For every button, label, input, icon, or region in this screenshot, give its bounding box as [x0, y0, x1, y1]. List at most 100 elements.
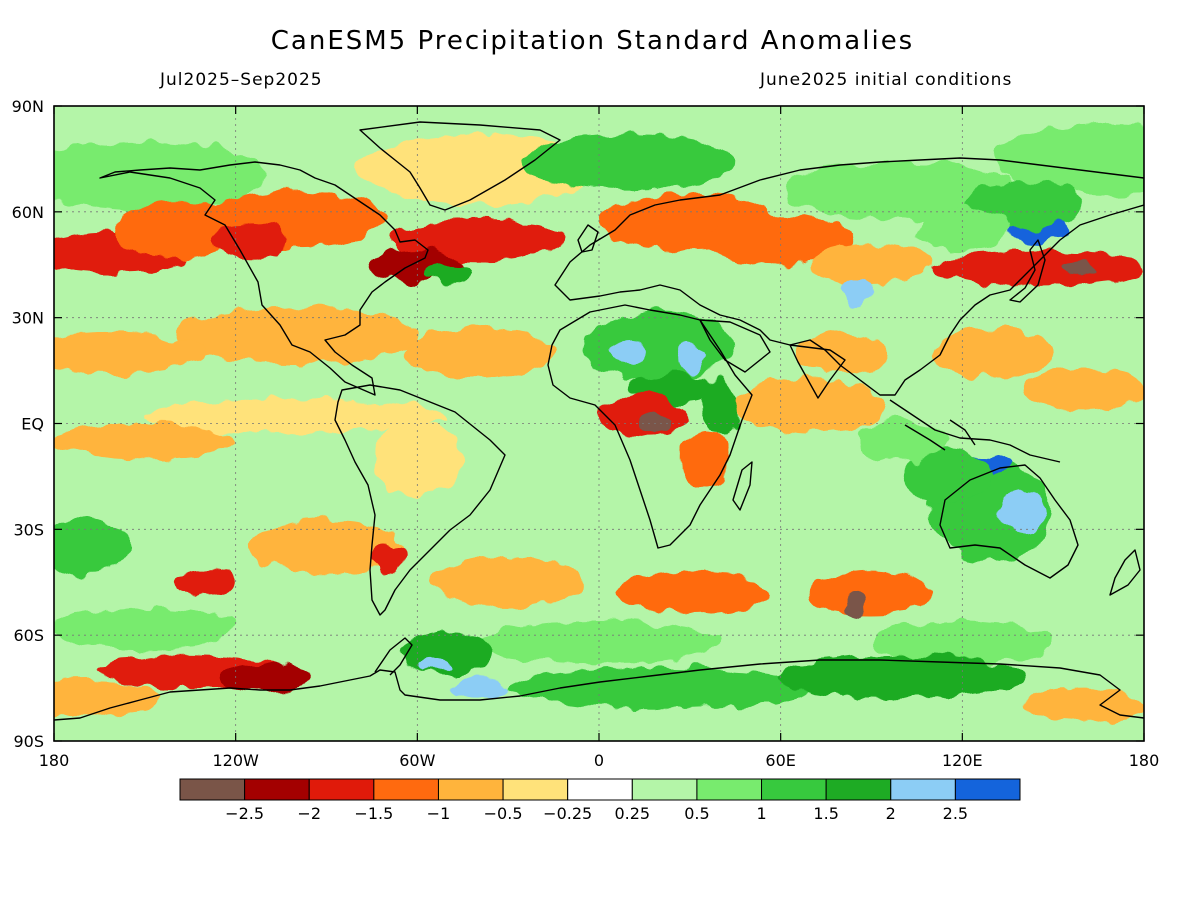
colorbar-label: 1.5: [813, 804, 838, 823]
anomaly-region: [54, 681, 160, 717]
anomaly-region: [144, 398, 448, 435]
anomaly-region: [447, 677, 509, 699]
colorbar-label: 0.5: [684, 804, 709, 823]
colorbar-swatch: [761, 778, 827, 801]
longitude-tick-label: 180: [1129, 751, 1160, 770]
coastlines: [54, 121, 1144, 721]
anomaly-region: [810, 571, 933, 614]
anomaly-region: [611, 342, 648, 364]
anomaly-region: [629, 374, 721, 403]
anomaly-region: [1059, 261, 1096, 276]
anomaly-region: [901, 448, 993, 505]
longitude-tick-label: 0: [594, 751, 604, 770]
coast-arabia: [699, 319, 771, 373]
colorbar-label: 1: [756, 804, 766, 823]
colorbar-swatch: [567, 778, 633, 801]
anomaly-region: [402, 328, 554, 378]
latitude-axis: 90N 60N 30N EQ 30S 60S 90S: [12, 97, 1144, 751]
longitude-tick-label: 120W: [212, 751, 259, 770]
anomaly-region: [220, 663, 312, 692]
anomaly-region: [856, 419, 948, 463]
coast-greenland: [359, 121, 561, 211]
map-area: [53, 105, 1145, 742]
colorbar-label: −1.5: [354, 804, 393, 823]
anomaly-region: [214, 222, 288, 258]
coast-australia: [939, 464, 1079, 579]
anomaly-region: [932, 250, 1144, 286]
colorbar-label: −2: [297, 804, 321, 823]
anomaly-region: [844, 596, 869, 618]
coast-south-america: [334, 384, 506, 616]
coast-north-america: [99, 161, 429, 396]
anomaly-region: [871, 621, 1054, 664]
coast-japan: [1009, 239, 1046, 303]
anomaly-region: [477, 621, 721, 664]
anomaly-region: [371, 423, 463, 495]
anomaly-region: [780, 656, 1023, 699]
latitude-tick-label: 30N: [12, 309, 44, 328]
anomaly-region: [368, 543, 406, 572]
anomaly-region: [701, 377, 739, 435]
colorbar-label: −0.25: [543, 804, 592, 823]
anomaly-region: [1022, 688, 1144, 724]
longitude-tick-label: 120E: [942, 751, 983, 770]
longitude-axis: 180 120W 60W 0 60E 120E 180: [39, 106, 1160, 770]
anomaly-region: [402, 631, 494, 674]
anomaly-region: [54, 423, 236, 459]
coast-southeast-asia-islands: [889, 399, 1061, 463]
anomaly-region: [523, 134, 736, 191]
anomaly-region: [735, 377, 887, 435]
anomaly-region: [841, 275, 872, 304]
anomaly-region: [432, 557, 584, 607]
colorbar-label: −2.5: [225, 804, 264, 823]
anomaly-region: [54, 518, 130, 576]
forecast-period: Jul2025–Sep2025: [160, 70, 323, 90]
anomaly-region: [992, 123, 1144, 195]
colorbar-swatch: [244, 778, 310, 801]
anomaly-region: [680, 430, 730, 487]
latitude-tick-label: 60S: [13, 626, 44, 645]
anomaly-region: [114, 201, 236, 258]
colorbar-swatch: [696, 778, 763, 801]
colorbar-label: 0.25: [614, 804, 650, 823]
colorbar: −2.5 −2 −1.5 −1 −0.5 −0.25 0.25 0.5 1 1.5 2 2.5: [179, 778, 1021, 823]
anomaly-region: [635, 412, 672, 435]
colorbar-swatch: [437, 778, 504, 801]
coast-africa: [547, 304, 753, 549]
anomaly-region: [508, 666, 811, 710]
map-title: CanESM5 Precipitation Standard Anomalies: [270, 26, 915, 56]
longitude-tick-label: 60W: [399, 751, 435, 770]
colorbar-label: 2: [886, 804, 896, 823]
colorbar-swatch: [179, 778, 246, 801]
colorbar-swatch: [631, 778, 698, 801]
coast-antarctic-peninsula: [374, 637, 413, 676]
anomaly-region: [417, 656, 448, 671]
initial-conditions-label: June2025 initial conditions: [760, 70, 1013, 90]
anomaly-region: [54, 331, 206, 375]
latitude-tick-label: 30S: [13, 520, 44, 539]
coast-new-zealand: [1109, 549, 1141, 596]
coast-eurasia: [554, 157, 1144, 396]
colorbar-label: 2.5: [943, 804, 968, 823]
colorbar-swatch: [308, 778, 375, 801]
coast-antarctica: [54, 659, 1144, 721]
colorbar-label: −1: [427, 804, 451, 823]
anomaly-region: [704, 215, 857, 265]
anomaly-region: [614, 571, 766, 614]
anomaly-region: [998, 490, 1048, 533]
latitude-tick-label: 90S: [13, 732, 44, 751]
coast-madagascar: [732, 461, 753, 511]
anomaly-layer: [54, 123, 1144, 724]
latitude-tick-label: EQ: [21, 415, 44, 434]
colorbar-swatch: [954, 778, 1021, 801]
longitude-tick-label: 180: [39, 751, 70, 770]
anomaly-region: [175, 307, 418, 364]
anomaly-region: [795, 331, 887, 375]
anomaly-region: [175, 568, 236, 597]
longitude-tick-label: 60E: [765, 751, 795, 770]
latitude-tick-label: 90N: [12, 97, 44, 116]
colorbar-swatch: [502, 778, 569, 801]
anomaly-region: [780, 162, 1023, 219]
anomaly-region: [810, 243, 933, 286]
